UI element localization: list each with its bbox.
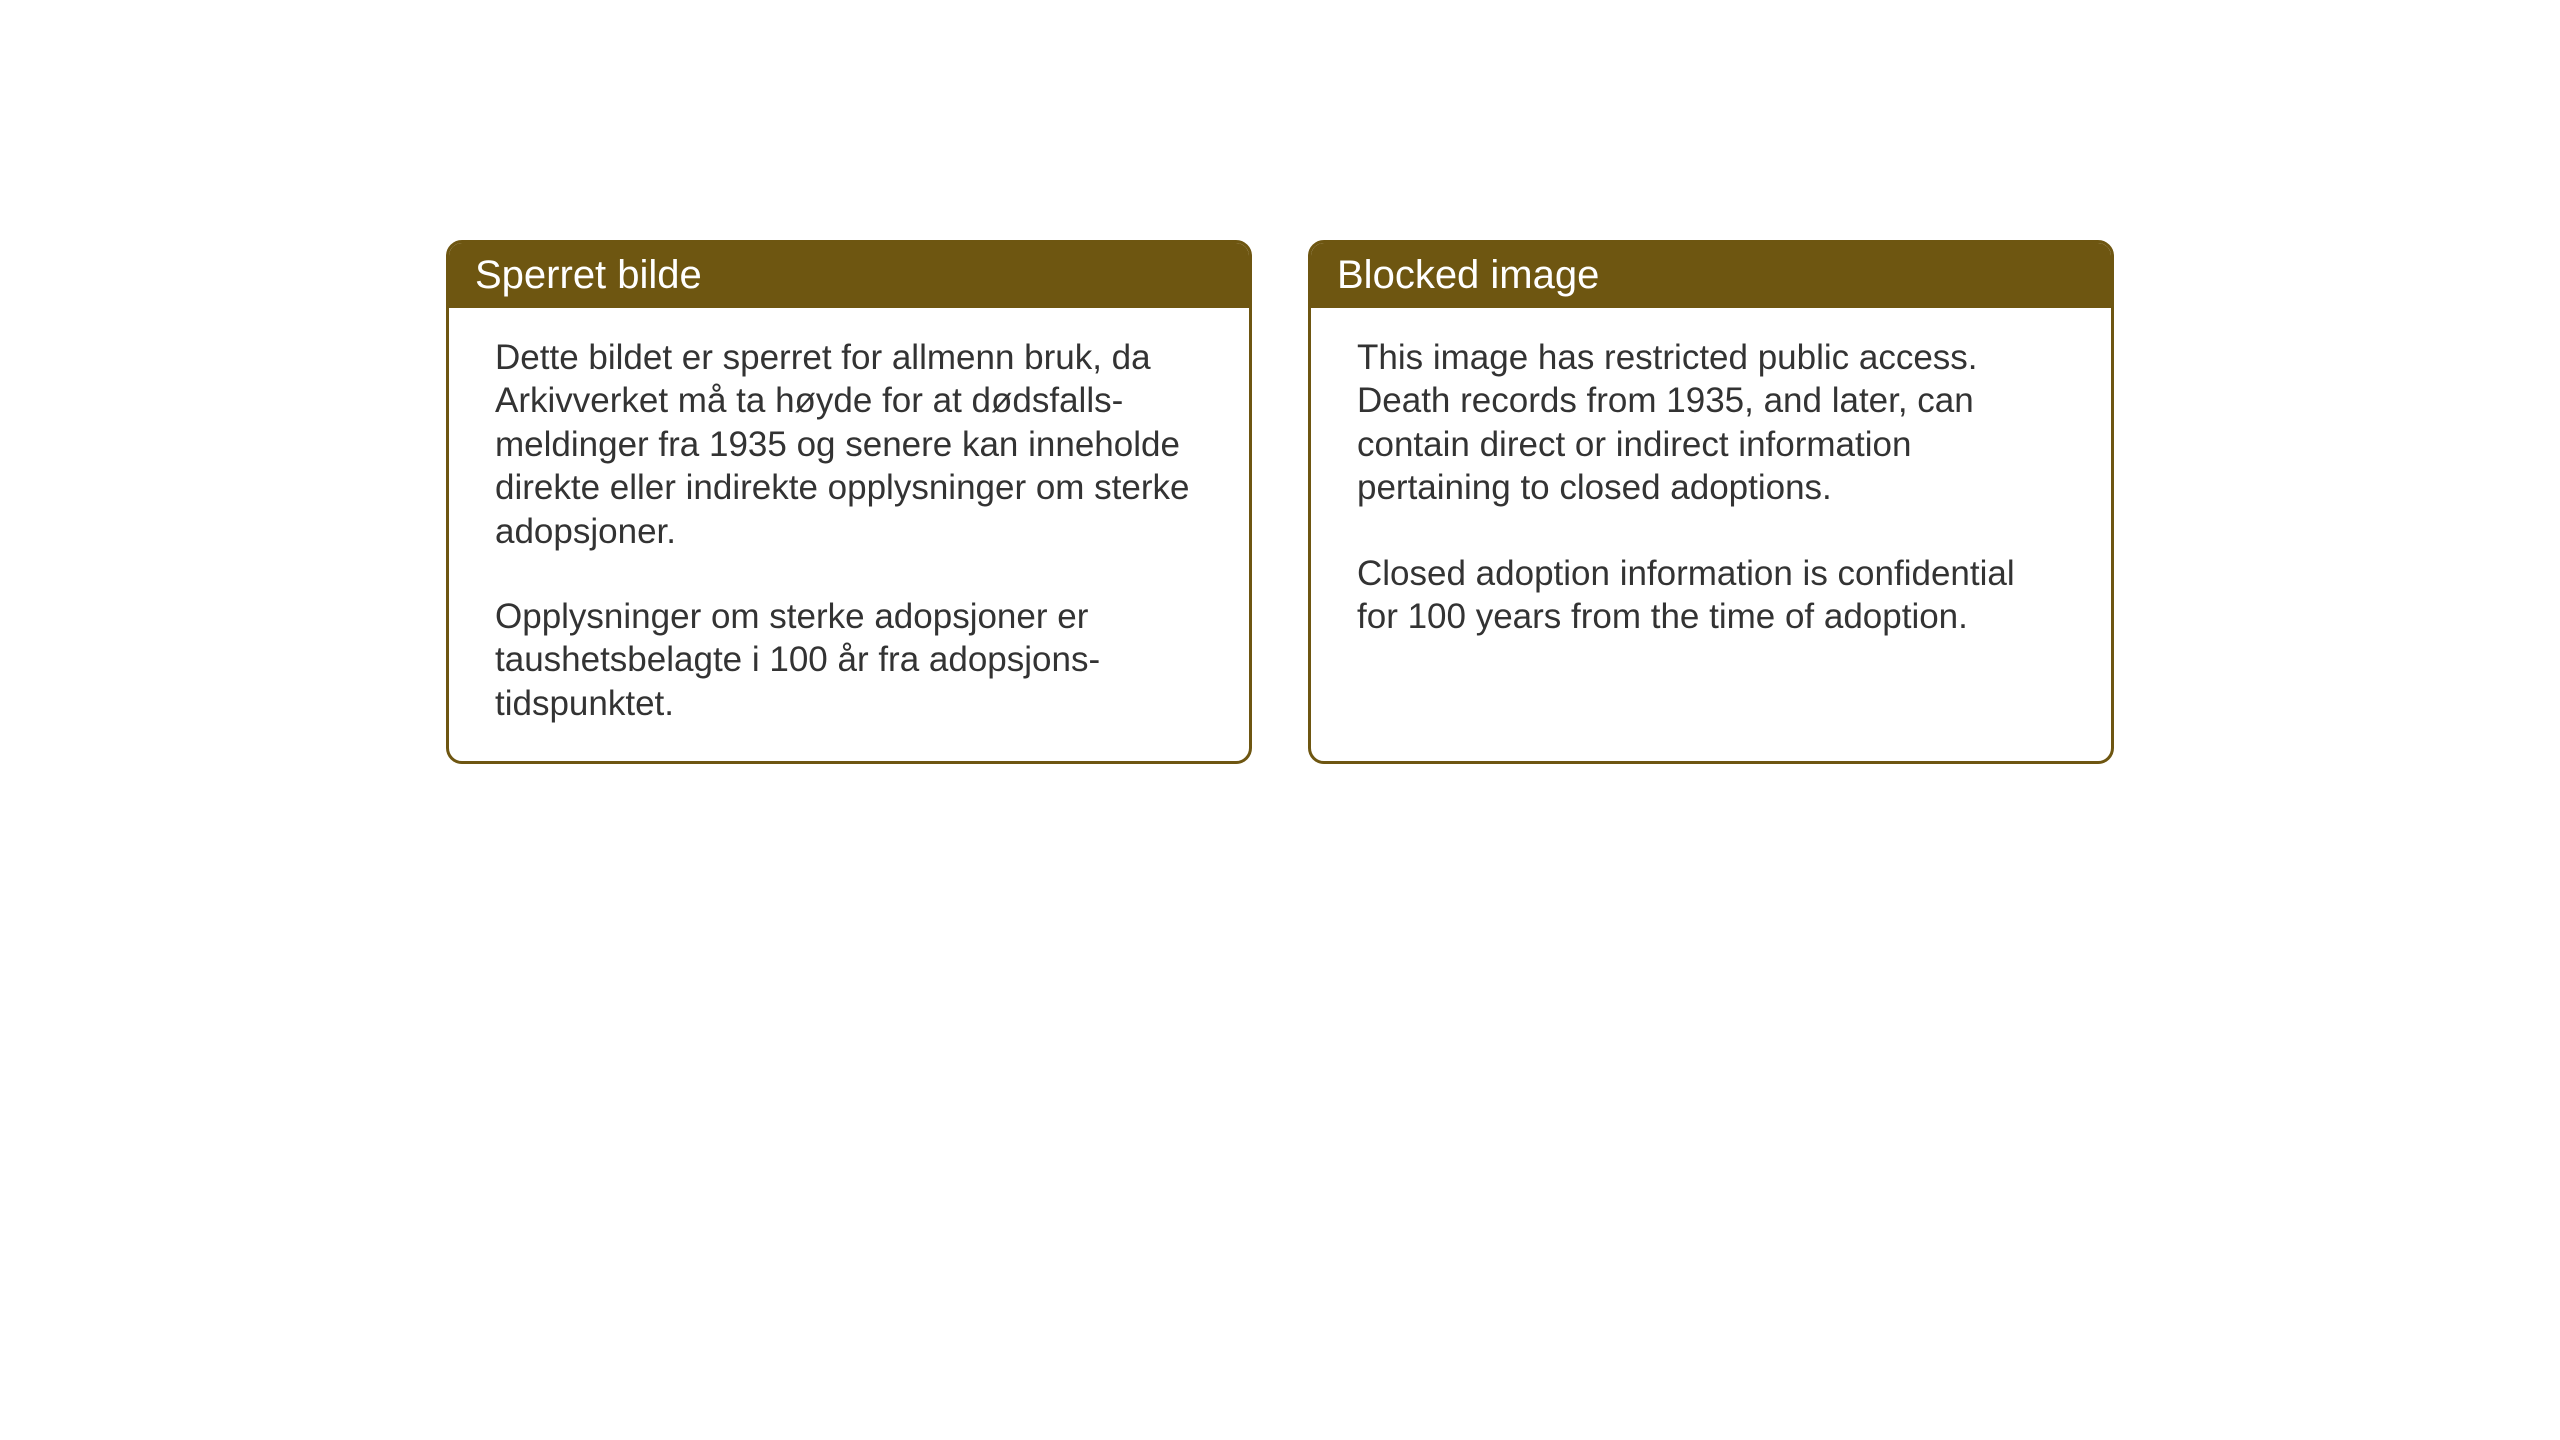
notice-paragraph-2-english: Closed adoption information is confident… [1357,552,2065,639]
notice-paragraph-2-norwegian: Opplysninger om sterke adopsjoner er tau… [495,595,1203,725]
notice-header-norwegian: Sperret bilde [449,243,1249,308]
notice-container: Sperret bilde Dette bildet er sperret fo… [446,240,2114,764]
notice-body-english: This image has restricted public access.… [1311,308,2111,674]
notice-title-english: Blocked image [1337,253,1599,297]
notice-paragraph-1-norwegian: Dette bildet er sperret for allmenn bruk… [495,336,1203,553]
notice-body-norwegian: Dette bildet er sperret for allmenn bruk… [449,308,1249,761]
notice-title-norwegian: Sperret bilde [475,253,702,297]
notice-paragraph-1-english: This image has restricted public access.… [1357,336,2065,510]
notice-header-english: Blocked image [1311,243,2111,308]
notice-box-english: Blocked image This image has restricted … [1308,240,2114,764]
notice-box-norwegian: Sperret bilde Dette bildet er sperret fo… [446,240,1252,764]
